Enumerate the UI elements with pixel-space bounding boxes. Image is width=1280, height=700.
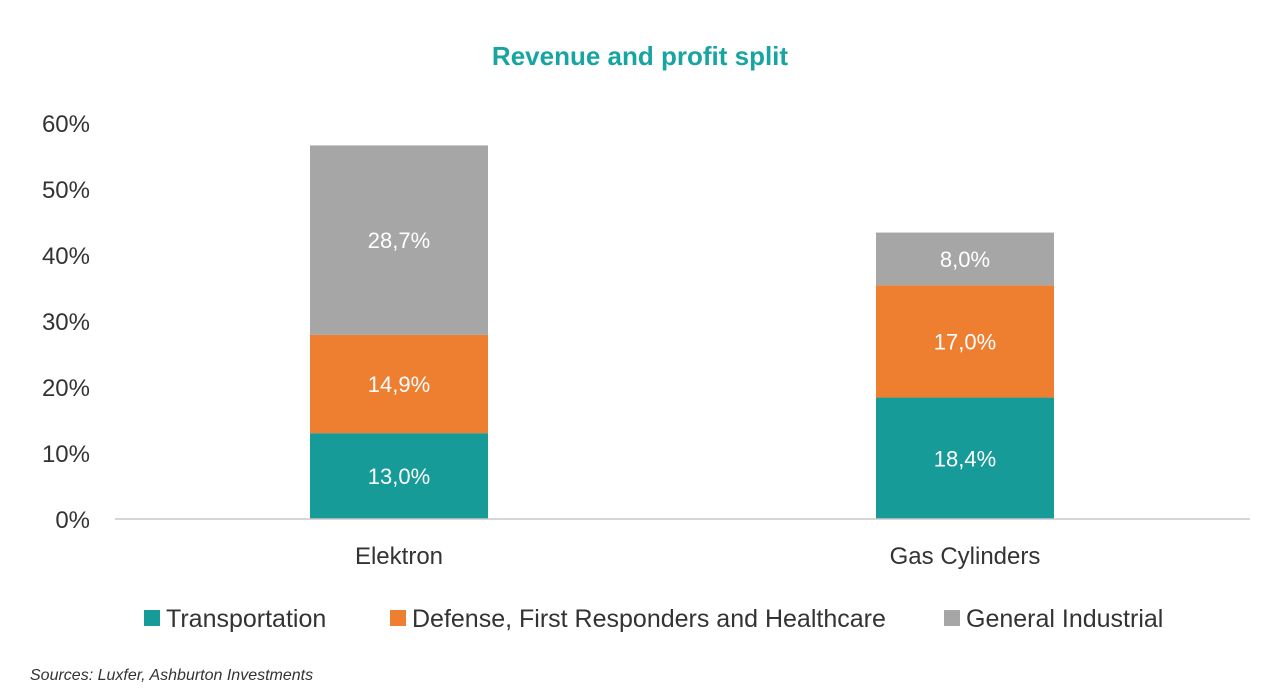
y-tick-label: 60% [42, 111, 90, 138]
bar-segment [876, 232, 1054, 286]
legend-label: Defense, First Responders and Healthcare [412, 605, 886, 633]
data-label: 13,0% [368, 464, 430, 489]
bars: 13,0% 14,9% 28,7% 18,4% 17,0% 8,0% [310, 145, 1054, 519]
legend-swatch [144, 610, 160, 626]
legend-item: Transportation [144, 605, 326, 633]
legend: Transportation Defense, First Responders … [144, 605, 1163, 633]
y-tick-label: 10% [42, 441, 90, 468]
source-note: Sources: Luxfer, Ashburton Investments [30, 667, 313, 684]
y-tick-label: 30% [42, 309, 90, 336]
legend-item: Defense, First Responders and Healthcare [390, 605, 886, 633]
legend-item: General Industrial [944, 605, 1163, 633]
data-label: 18,4% [934, 446, 996, 471]
data-label: 17,0% [934, 329, 996, 354]
data-label: 8,0% [940, 247, 990, 272]
y-axis: 0% 10% 20% 30% 40% 50% 60% [42, 111, 90, 534]
legend-swatch [944, 610, 960, 626]
legend-swatch [390, 610, 406, 626]
bar-segment [310, 433, 488, 519]
bar-segment [310, 145, 488, 335]
legend-label: General Industrial [966, 605, 1163, 633]
bar-segment [876, 397, 1054, 519]
y-tick-label: 0% [55, 507, 90, 534]
bar-segment [876, 285, 1054, 398]
y-tick-label: 50% [42, 177, 90, 204]
chart-title: Revenue and profit split [492, 41, 788, 71]
y-tick-label: 40% [42, 243, 90, 270]
data-label: 28,7% [368, 228, 430, 253]
category-label: Elektron [355, 543, 443, 570]
data-label: 14,9% [368, 372, 430, 397]
y-tick-label: 20% [42, 375, 90, 402]
legend-label: Transportation [166, 605, 326, 633]
category-label: Gas Cylinders [890, 543, 1041, 570]
bar-segment [310, 334, 488, 434]
x-axis: Elektron Gas Cylinders [355, 543, 1040, 570]
